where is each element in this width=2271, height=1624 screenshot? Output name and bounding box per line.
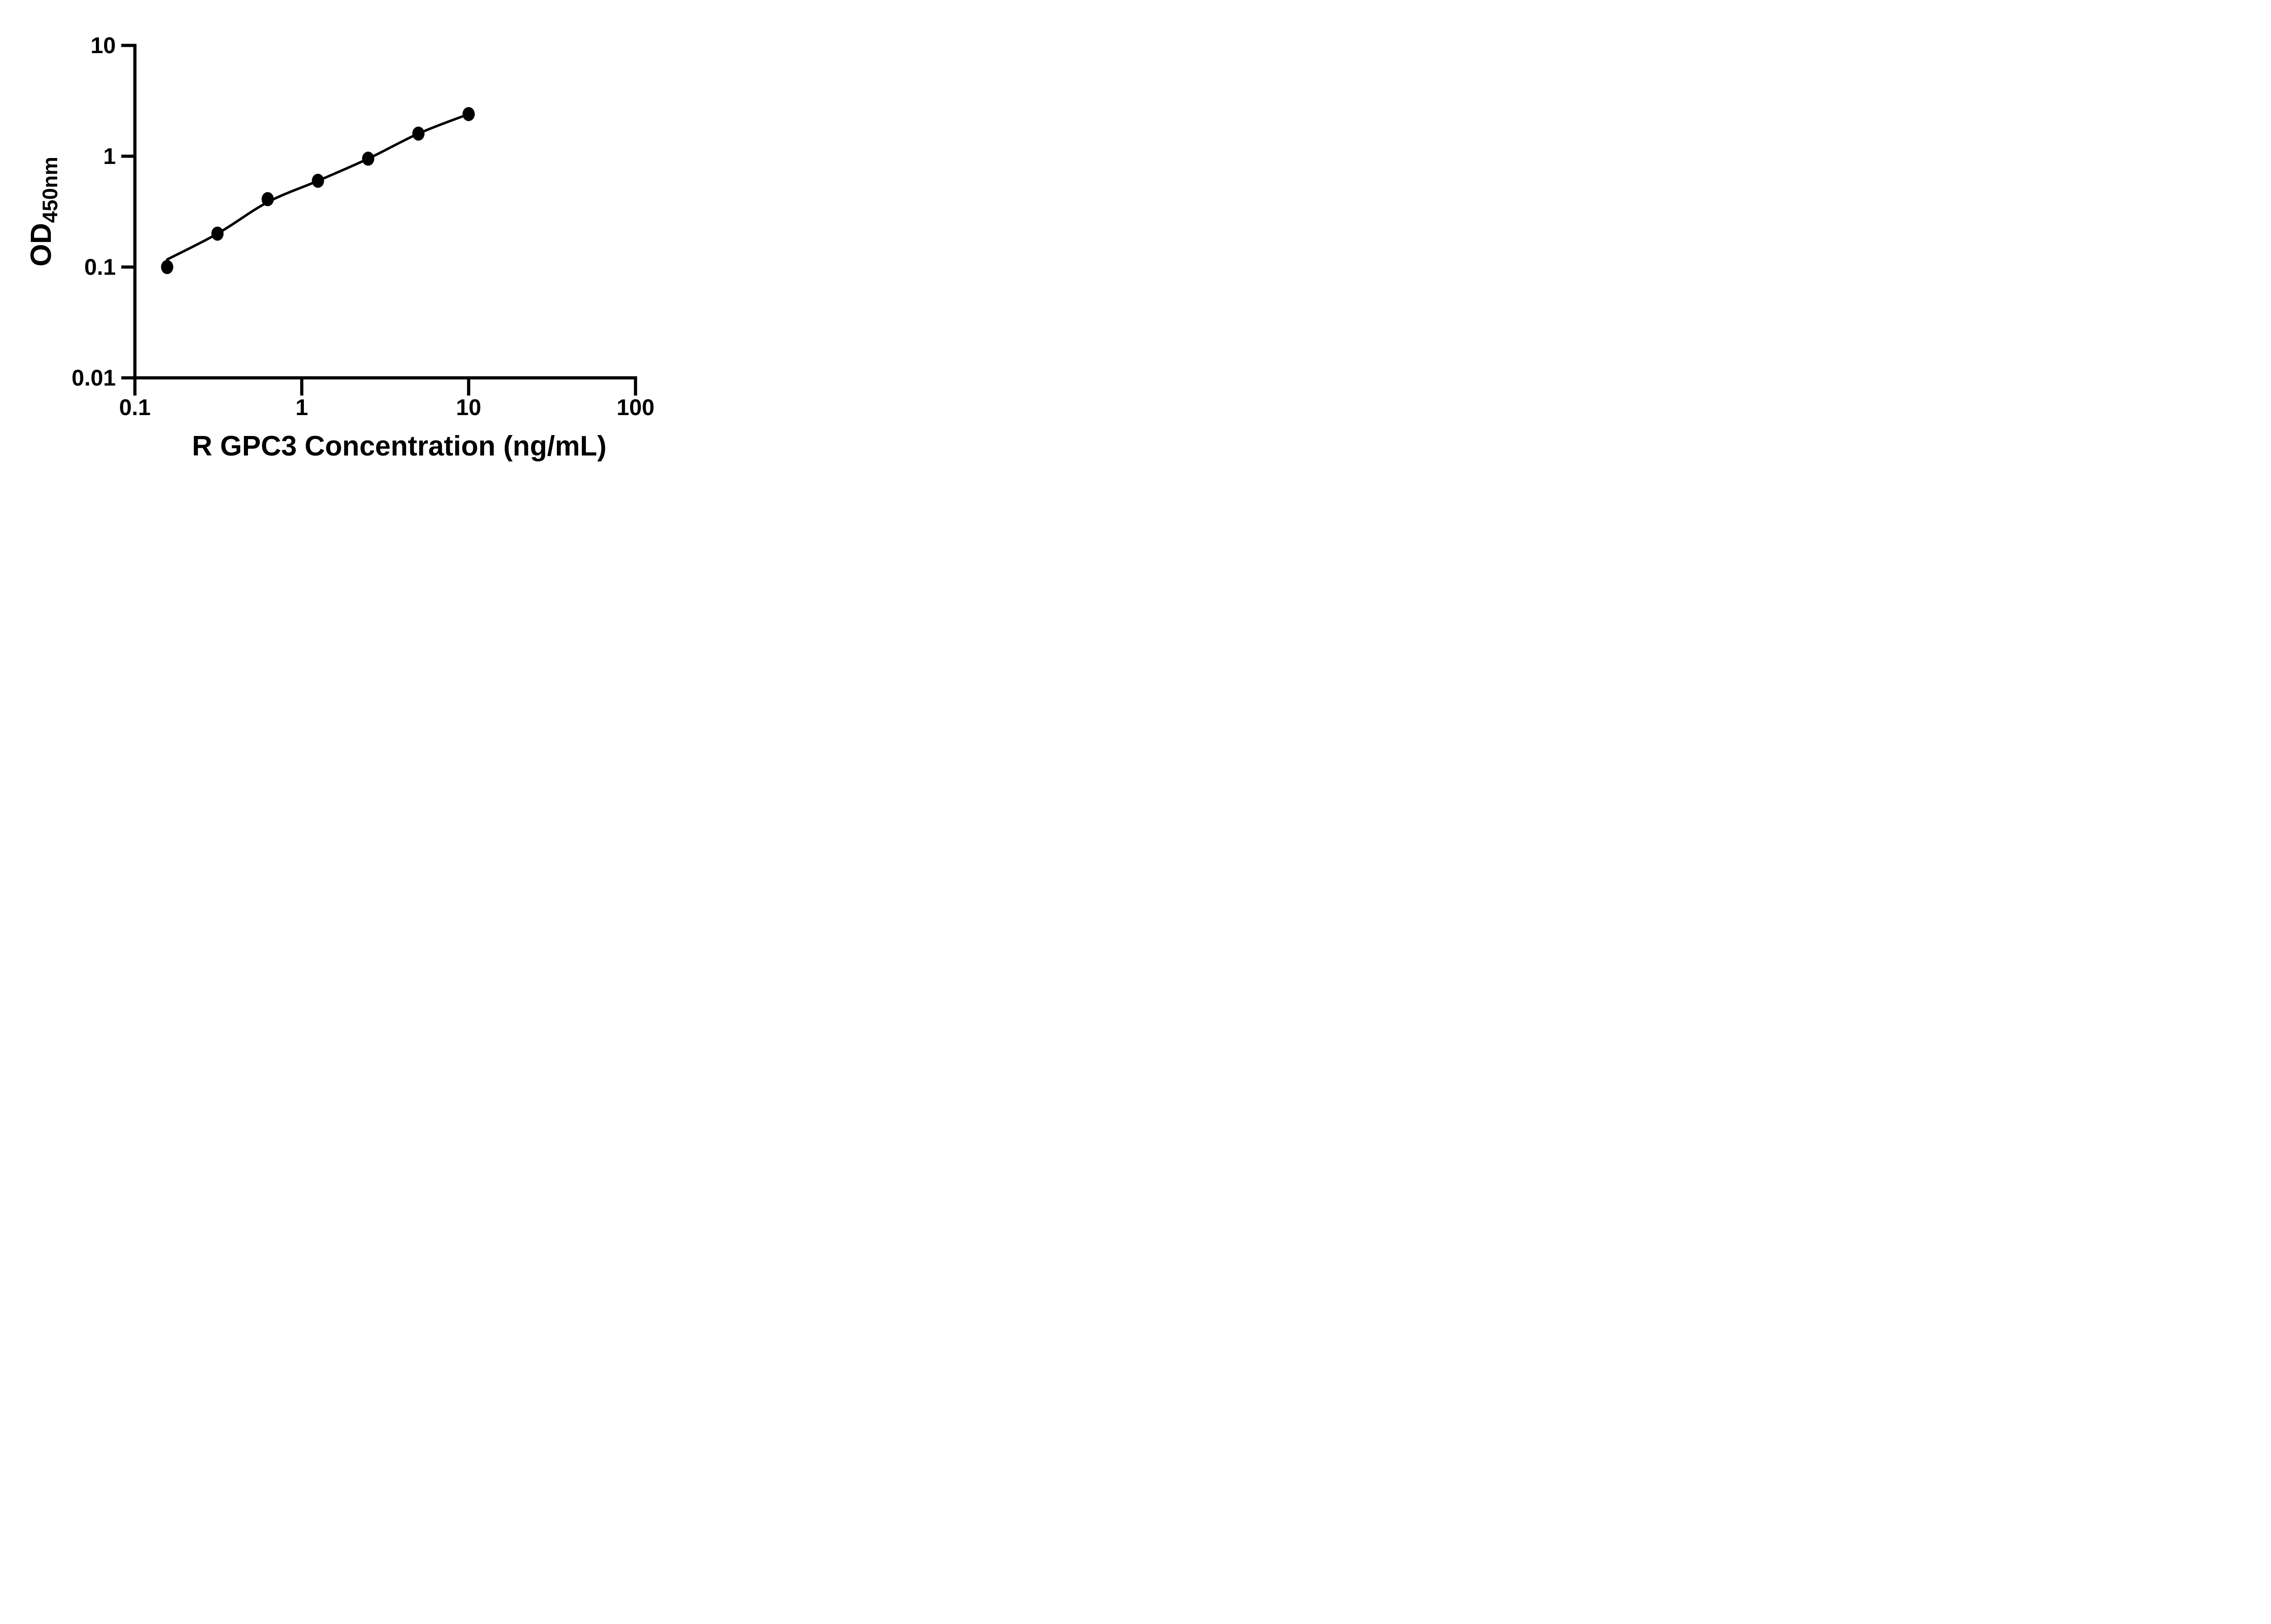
y-tick-label: 10: [90, 33, 116, 58]
y-axis-title-subscript: 450nm: [38, 157, 62, 223]
x-tick-label: 10: [456, 395, 481, 420]
y-tick-label: 0.1: [84, 254, 116, 280]
data-points-group: [161, 107, 475, 274]
x-tick-label: 100: [616, 395, 654, 420]
data-point-marker: [462, 107, 475, 121]
data-point-marker: [312, 173, 324, 188]
y-tick-label: 0.01: [72, 365, 116, 391]
data-point-marker: [261, 192, 274, 206]
data-point-marker: [161, 260, 174, 274]
standard-curve-figure: 10 1 0.1 0.01 0.1 1 10 100 R GPC3 Concentration…: [0, 0, 703, 489]
axes-group: [121, 44, 637, 396]
y-axis-title: OD450nm: [25, 157, 62, 267]
data-point-marker: [412, 126, 425, 141]
data-point-marker: [362, 151, 375, 166]
x-axis-title: R GPC3 Concentration (ng/mL): [192, 431, 607, 462]
y-axis-title-main: OD: [25, 223, 57, 267]
x-tick-label: 0.1: [119, 395, 151, 420]
y-tick-label: 1: [103, 144, 116, 169]
x-tick-label: 1: [295, 395, 308, 420]
data-point-marker: [211, 227, 224, 241]
